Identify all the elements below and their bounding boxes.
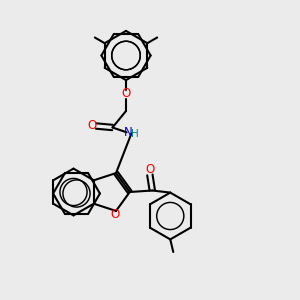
Text: N: N [124, 126, 133, 140]
Text: O: O [122, 87, 130, 100]
Text: O: O [110, 208, 120, 221]
Text: H: H [131, 129, 139, 139]
Text: O: O [145, 163, 154, 176]
Text: O: O [87, 119, 96, 132]
